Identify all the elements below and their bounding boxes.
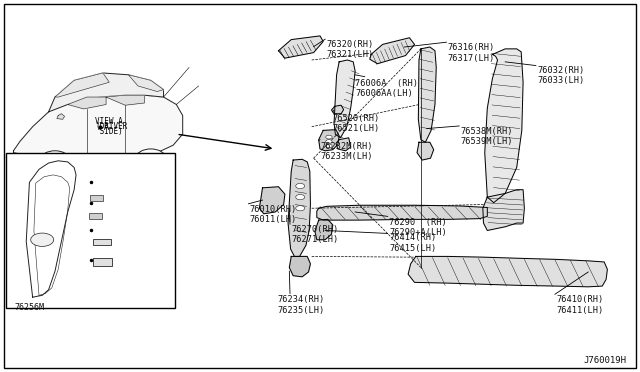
Ellipse shape [37,153,72,164]
Bar [93,258,113,266]
Polygon shape [55,73,109,97]
Ellipse shape [133,151,168,163]
Text: 76256M: 76256M [15,303,45,312]
Bar [89,213,102,219]
Polygon shape [289,256,310,277]
Text: A: A [104,123,109,132]
Polygon shape [57,114,65,119]
Text: VIEW A: VIEW A [95,118,123,126]
Circle shape [296,183,305,189]
Circle shape [296,195,305,200]
Text: 76320(RH)
76321(LH): 76320(RH) 76321(LH) [326,39,374,59]
Circle shape [41,151,69,167]
Polygon shape [370,38,415,64]
Circle shape [296,206,305,211]
Polygon shape [317,205,487,220]
Circle shape [31,233,54,246]
Text: 76410(RH)
76411(LH): 76410(RH) 76411(LH) [556,295,604,315]
Text: J760019H: J760019H [584,356,627,365]
Polygon shape [336,138,351,151]
Text: 76234(RH)
76235(LH): 76234(RH) 76235(LH) [277,295,324,315]
Polygon shape [408,256,607,287]
Polygon shape [13,95,182,160]
Polygon shape [419,47,436,142]
Text: SIDE): SIDE) [95,127,123,136]
Polygon shape [315,219,333,240]
Text: 76270(RH)
76271(LH): 76270(RH) 76271(LH) [291,225,339,244]
Text: 76232M(RH)
76233M(LH): 76232M(RH) 76233M(LH) [320,141,372,161]
Polygon shape [288,159,310,256]
Polygon shape [417,142,434,160]
Polygon shape [106,95,145,105]
Circle shape [137,149,165,165]
Text: 76006A  (RH)
76006AA(LH): 76006A (RH) 76006AA(LH) [355,78,418,98]
Circle shape [326,140,332,143]
Polygon shape [129,75,164,92]
Text: 76414(RH)
76415(LH): 76414(RH) 76415(LH) [389,234,436,253]
Polygon shape [68,97,106,109]
Polygon shape [332,105,344,114]
Polygon shape [319,130,339,151]
Text: 76538M(RH)
76539M(LH): 76538M(RH) 76539M(LH) [461,127,513,146]
Polygon shape [49,73,164,112]
Polygon shape [259,187,285,214]
Polygon shape [278,36,323,58]
Bar [90,195,103,201]
Polygon shape [484,49,523,203]
Text: 76290  (RH)
76290+A(LH): 76290 (RH) 76290+A(LH) [389,218,447,237]
Text: (DRIVER: (DRIVER [95,122,127,131]
Text: 76316(RH)
76317(LH): 76316(RH) 76317(LH) [448,43,495,63]
Polygon shape [334,60,355,138]
Polygon shape [483,190,524,231]
Text: 76010(RH)
76011(LH): 76010(RH) 76011(LH) [250,205,297,224]
Text: 76032(RH)
76033(LH): 76032(RH) 76033(LH) [537,65,584,85]
Circle shape [326,135,332,139]
Text: 76520(RH)
76521(LH): 76520(RH) 76521(LH) [333,114,380,133]
Bar [93,238,111,245]
Bar [6,153,175,308]
Circle shape [326,144,332,148]
